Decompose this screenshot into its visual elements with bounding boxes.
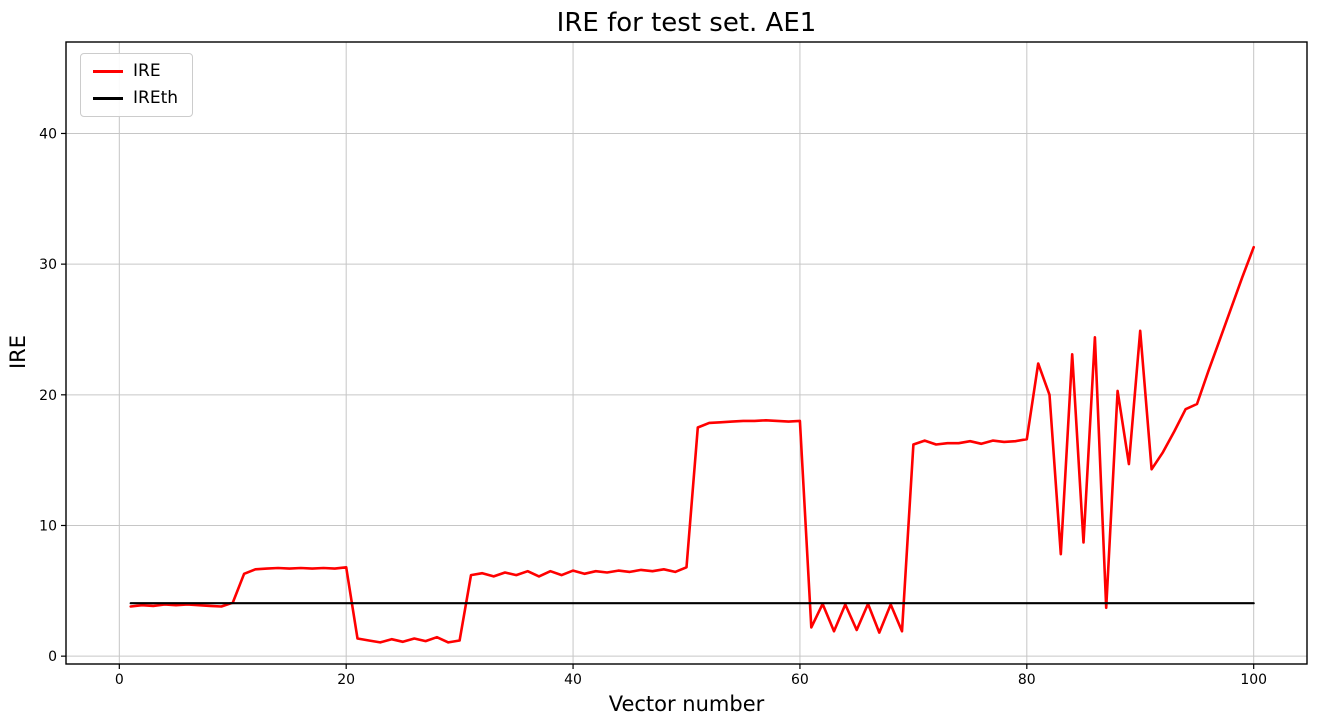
x-tick-label: 100 (1240, 672, 1267, 688)
axis-ticks (61, 132, 1255, 669)
x-axis-label: Vector number (608, 692, 765, 716)
legend-line-sample (93, 70, 123, 73)
y-tick-label: 10 (39, 518, 57, 534)
data-series (129, 245, 1255, 644)
grid-lines (66, 42, 1307, 664)
series-line-ire (129, 245, 1255, 644)
legend-line-sample (93, 97, 123, 100)
y-tick-label: 0 (48, 649, 57, 665)
legend: IRE IREth (80, 53, 194, 117)
legend-label: IRE (133, 61, 161, 81)
y-tick-label: 30 (39, 257, 57, 273)
tick-labels: 0 20 40 60 80 100 0 10 20 30 40 (39, 126, 1267, 688)
legend-entry: IRE (93, 63, 178, 80)
x-tick-label: 20 (337, 672, 355, 688)
chart-title: IRE for test set. AE1 (556, 8, 817, 38)
x-tick-label: 40 (564, 672, 582, 688)
legend-entry: IREth (93, 90, 178, 107)
axes-spines (65, 41, 1308, 665)
plot-border (65, 41, 1308, 665)
y-axis-label: IRE (6, 334, 30, 370)
x-tick-label: 0 (115, 672, 124, 688)
legend-label: IREth (133, 88, 179, 108)
y-tick-label: 20 (39, 388, 57, 404)
x-tick-label: 80 (1018, 672, 1036, 688)
y-tick-label: 40 (39, 126, 57, 142)
x-tick-label: 60 (791, 672, 809, 688)
